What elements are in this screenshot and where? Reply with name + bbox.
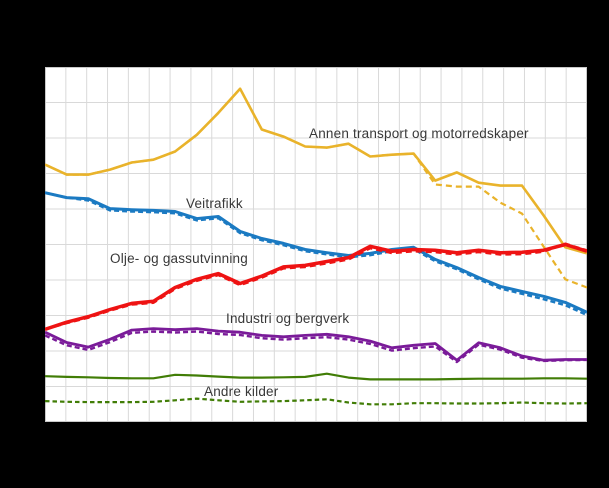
plot-border (45, 67, 587, 422)
series-label-industri-bergverk: Industri og bergverk (226, 311, 350, 326)
chart-plot-area (45, 67, 587, 422)
line-industri-og-bergverk-dashed (45, 330, 587, 364)
series-label-olje-gassutvinning: Olje- og gassutvinning (110, 251, 248, 266)
line-industri-og-bergverk-solid (45, 327, 587, 362)
line-andre-kilder-solid (45, 372, 587, 381)
line-annen-transport-og-motorredskaper-dashed (45, 87, 587, 289)
chart-svg (45, 67, 587, 422)
series-label-veitrafikk: Veitrafikk (186, 196, 243, 211)
series-label-andre-kilder: Andre kilder (204, 384, 279, 399)
line-olje-og-gassutvinning-dashed (45, 242, 587, 331)
line-veitrafikk-solid (45, 191, 587, 314)
line-andre-kilder-dashed (45, 397, 587, 406)
series-label-annen-transport: Annen transport og motorredskaper (309, 126, 529, 141)
line-veitrafikk-dashed (45, 191, 587, 317)
